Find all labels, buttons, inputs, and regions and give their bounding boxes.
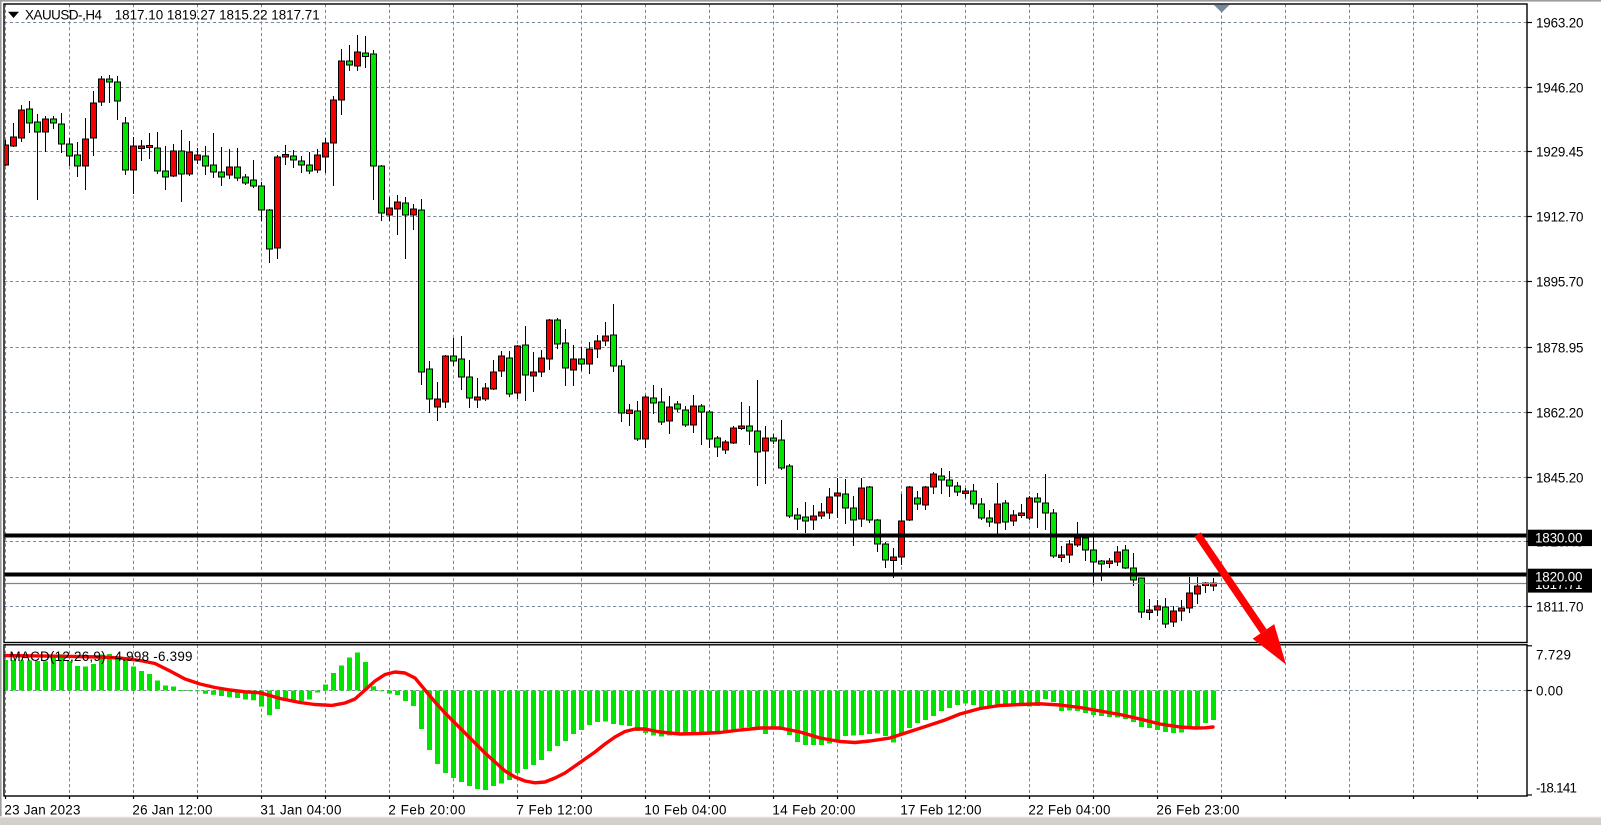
svg-text:1817.10 1819.27 1815.22 1817.7: 1817.10 1819.27 1815.22 1817.71 xyxy=(115,8,320,23)
svg-text:7.729: 7.729 xyxy=(1536,647,1571,662)
svg-text:1912.70: 1912.70 xyxy=(1536,209,1584,224)
svg-text:1830.00: 1830.00 xyxy=(1535,531,1583,546)
svg-text:1963.20: 1963.20 xyxy=(1536,15,1584,30)
svg-text:1929.45: 1929.45 xyxy=(1536,144,1584,159)
svg-text:31 Jan 04:00: 31 Jan 04:00 xyxy=(260,803,341,818)
svg-text:1862.20: 1862.20 xyxy=(1536,405,1584,420)
svg-text:22 Feb 04:00: 22 Feb 04:00 xyxy=(1028,803,1110,818)
svg-text:26 Feb 23:00: 26 Feb 23:00 xyxy=(1156,803,1239,818)
svg-text:1845.20: 1845.20 xyxy=(1536,470,1584,485)
svg-text:23 Jan 2023: 23 Jan 2023 xyxy=(4,803,80,818)
svg-text:14 Feb 20:00: 14 Feb 20:00 xyxy=(772,803,855,818)
svg-text:2 Feb 20:00: 2 Feb 20:00 xyxy=(388,803,465,818)
svg-text:MACD(12,26,9) -4.998 -6.399: MACD(12,26,9) -4.998 -6.399 xyxy=(10,649,193,664)
svg-text:1895.70: 1895.70 xyxy=(1536,274,1584,289)
svg-text:-18.141: -18.141 xyxy=(1536,780,1577,795)
svg-text:0.00: 0.00 xyxy=(1536,683,1563,698)
svg-text:7 Feb 12:00: 7 Feb 12:00 xyxy=(516,803,592,818)
svg-text:XAUUSD-,H4: XAUUSD-,H4 xyxy=(25,8,103,23)
svg-text:26 Jan 12:00: 26 Jan 12:00 xyxy=(132,803,212,818)
svg-text:1811.70: 1811.70 xyxy=(1536,599,1584,614)
svg-text:1820.00: 1820.00 xyxy=(1535,570,1583,585)
svg-text:10 Feb 04:00: 10 Feb 04:00 xyxy=(644,803,726,818)
svg-text:1878.95: 1878.95 xyxy=(1536,340,1584,355)
svg-text:1946.20: 1946.20 xyxy=(1536,80,1584,95)
svg-text:17 Feb 12:00: 17 Feb 12:00 xyxy=(900,803,981,818)
